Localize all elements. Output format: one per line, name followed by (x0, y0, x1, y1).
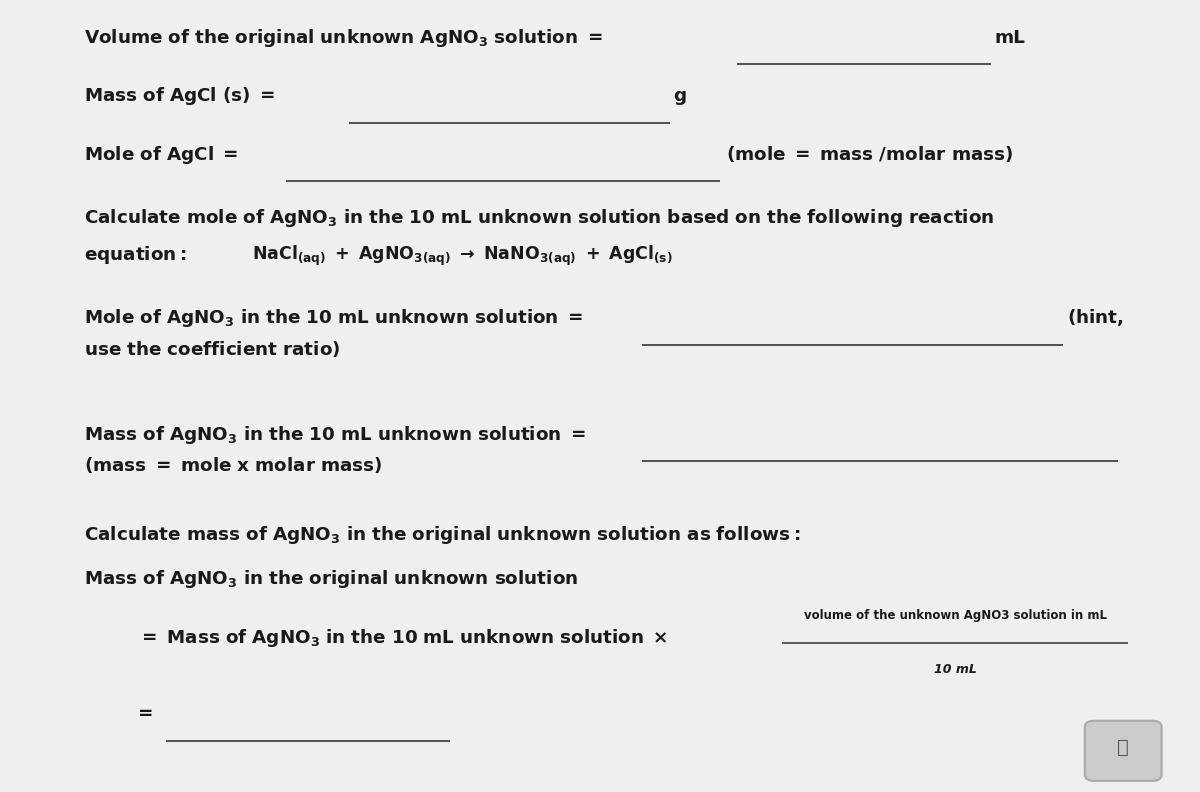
Text: $\bf{use\ the\ coefficient\ ratio)}$: $\bf{use\ the\ coefficient\ ratio)}$ (84, 339, 341, 359)
Text: $\bf{=\ Mass\ of\ AgNO_3\ in\ the\ 10\ mL\ unknown\ solution\ \times}$: $\bf{=\ Mass\ of\ AgNO_3\ in\ the\ 10\ m… (138, 627, 668, 649)
Text: mL: mL (995, 29, 1026, 47)
Text: $\bf{Mole\ of\ AgNO_3\ in\ the\ 10\ mL\ unknown\ solution\ =}$: $\bf{Mole\ of\ AgNO_3\ in\ the\ 10\ mL\ … (84, 307, 583, 329)
Text: $\bf{Mole\ of\ AgCl\ =}$: $\bf{Mole\ of\ AgCl\ =}$ (84, 144, 239, 166)
Text: $\bf{(mole\ =\ mass\ /molar\ mass)}$: $\bf{(mole\ =\ mass\ /molar\ mass)}$ (726, 144, 1013, 164)
Text: $\bf{NaCl_{(aq)}\ +\ AgNO_{3(aq)}\ \rightarrow\ NaNO_{3(aq)}\ +\ AgCl_{(s)}}$: $\bf{NaCl_{(aq)}\ +\ AgNO_{3(aq)}\ \righ… (252, 244, 673, 268)
Text: g: g (673, 87, 686, 105)
Text: volume of the unknown AgNO3 solution in mL: volume of the unknown AgNO3 solution in … (804, 609, 1106, 623)
Text: $\bf{(hint,}$: $\bf{(hint,}$ (1067, 307, 1123, 328)
Text: $\bf{Volume\ of\ the\ original\ unknown\ AgNO_3\ solution\ =}$: $\bf{Volume\ of\ the\ original\ unknown\… (84, 27, 602, 49)
Text: $\bf{Mass\ of\ AgNO_3\ in\ the\ 10\ mL\ unknown\ solution\ =}$: $\bf{Mass\ of\ AgNO_3\ in\ the\ 10\ mL\ … (84, 424, 586, 446)
Text: $\bf{(mass\ =\ mole\ x\ molar\ mass)}$: $\bf{(mass\ =\ mole\ x\ molar\ mass)}$ (84, 455, 383, 475)
Text: $\bf{Calculate\ mass\ of\ AgNO_3\ in\ the\ original\ unknown\ solution\ as\ foll: $\bf{Calculate\ mass\ of\ AgNO_3\ in\ th… (84, 524, 800, 546)
Text: $\bf{Mass\ of\ AgCl\ (s)\ =}$: $\bf{Mass\ of\ AgCl\ (s)\ =}$ (84, 86, 275, 108)
Text: $\bf{Calculate\ mole\ of\ AgNO_3\ in\ the\ 10\ mL\ unknown\ solution\ based\ on\: $\bf{Calculate\ mole\ of\ AgNO_3\ in\ th… (84, 208, 995, 230)
FancyBboxPatch shape (1085, 721, 1162, 781)
Text: 10 mL: 10 mL (934, 663, 977, 676)
Text: 🖹: 🖹 (1117, 738, 1129, 757)
Text: =: = (138, 705, 154, 723)
Text: $\bf{Mass\ of\ AgNO_3\ in\ the\ original\ unknown\ solution}$: $\bf{Mass\ of\ AgNO_3\ in\ the\ original… (84, 569, 578, 591)
Text: $\bf{equation:}$: $\bf{equation:}$ (84, 244, 187, 266)
